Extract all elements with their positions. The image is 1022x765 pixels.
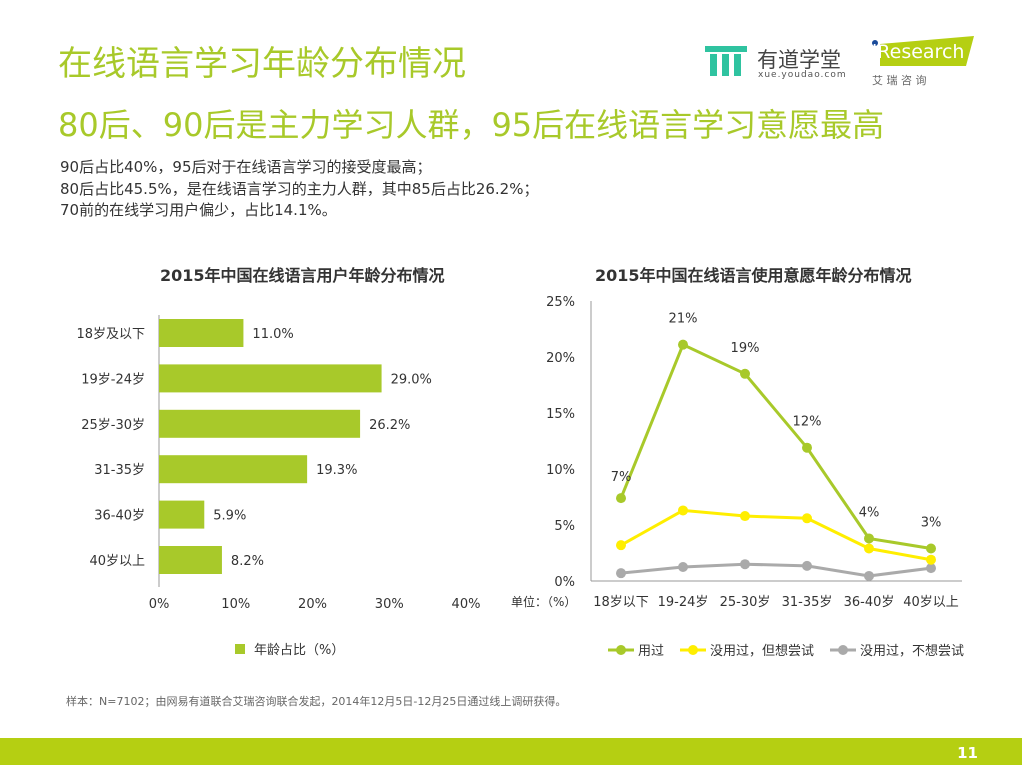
y-tick-label: 5% <box>554 519 575 534</box>
data-point <box>740 368 750 379</box>
data-point <box>616 540 626 551</box>
data-label: 11.0% <box>252 327 293 342</box>
data-point <box>678 505 688 516</box>
description-line: 80后占比45.5%，是在线语言学习的主力人群，其中85后占比26.2%； <box>60 180 539 198</box>
data-point <box>678 562 688 572</box>
data-label: 8.2% <box>231 554 264 569</box>
data-point <box>740 559 750 570</box>
data-point <box>802 513 812 524</box>
data-label: 12% <box>793 415 822 430</box>
legend-label: 用过 <box>638 644 664 659</box>
bar-chart: 18岁及以下 11.0% 19岁-24岁 29.0% 25岁-30岁 26.2% 31-35… <box>76 315 481 658</box>
data-label: 4% <box>859 505 880 520</box>
page-title: 在线语言学习年龄分布情况 <box>58 44 466 84</box>
data-point <box>864 533 874 544</box>
series-line <box>620 508 932 562</box>
y-tick-label: 20% <box>546 351 575 366</box>
x-tick-label: 40% <box>452 597 481 612</box>
data-point <box>678 339 688 350</box>
data-point <box>802 560 812 571</box>
x-tick-label: 25-30岁 <box>720 595 771 610</box>
unit-label: 单位：（%） <box>511 594 576 609</box>
y-tick-label: 10% <box>546 463 575 478</box>
data-label: 21% <box>669 312 698 327</box>
y-tick-label: 0% <box>554 575 575 590</box>
data-label: 5.9% <box>213 509 246 524</box>
line-chart: 0% 5% 10% 15% 20% 25% 18岁以下 19-24岁 25-30岁 31-35岁 3… <box>511 295 964 659</box>
data-point <box>740 511 750 522</box>
x-tick-label: 19-24岁 <box>658 595 709 610</box>
y-tick-label: 25% <box>546 295 575 310</box>
bar <box>159 500 205 529</box>
y-tick-label: 15% <box>546 407 575 422</box>
youdao-logo: 有道学堂 xue.youdao.com <box>705 46 846 80</box>
data-point <box>616 568 626 579</box>
bar <box>159 364 382 393</box>
category-label: 25岁-30岁 <box>81 418 145 433</box>
category-label: 31-35岁 <box>94 463 145 478</box>
legend-marker <box>838 645 848 655</box>
bar <box>159 319 244 347</box>
series-line <box>619 342 932 551</box>
page-subtitle: 80后、90后是主力学习人群，95后在线语言学习意愿最高 <box>58 106 885 144</box>
data-point <box>616 493 626 504</box>
youdao-url: xue.youdao.com <box>758 70 847 80</box>
category-label: 19岁-24岁 <box>81 372 145 387</box>
x-tick-label: 10% <box>221 597 250 612</box>
data-point <box>864 543 874 554</box>
legend-marker <box>616 645 626 655</box>
x-tick-label: 18岁以下 <box>593 595 649 610</box>
youdao-name: 有道学堂 <box>757 48 841 72</box>
x-tick-label: 0% <box>149 597 170 612</box>
legend-label: 没用过，但想尝试 <box>710 643 814 659</box>
x-tick-label: 36-40岁 <box>844 595 895 610</box>
data-label: 7% <box>611 470 632 485</box>
legend-marker <box>688 645 698 655</box>
bar <box>159 546 222 574</box>
x-tick-label: 30% <box>375 597 404 612</box>
x-tick-label: 31-35岁 <box>782 595 833 610</box>
data-label: 26.2% <box>369 418 410 433</box>
bar <box>159 455 308 484</box>
data-label: 3% <box>921 516 942 531</box>
source-note: 样本：N=7102；由网易有道联合艾瑞咨询联合发起，2014年12月5日-12月… <box>66 695 567 708</box>
description-line: 70前的在线学习用户偏少，占比14.1%。 <box>60 201 337 219</box>
category-label: 36-40岁 <box>94 509 145 524</box>
data-point <box>864 570 874 581</box>
youdao-pillar-icon <box>705 46 747 76</box>
data-point <box>926 543 936 554</box>
page-number: 11 <box>957 744 978 762</box>
legend-label: 年龄占比（%） <box>254 643 344 658</box>
x-tick-label: 20% <box>298 597 327 612</box>
bar <box>159 409 361 438</box>
data-label: 29.0% <box>391 372 432 387</box>
data-point <box>926 563 936 574</box>
data-label: 19% <box>731 341 760 356</box>
bar-chart-title: 2015年中国在线语言用户年龄分布情况 <box>160 266 445 285</box>
data-point <box>802 442 812 453</box>
iresearch-name: iResearch <box>872 41 965 63</box>
line-chart-title: 2015年中国在线语言使用意愿年龄分布情况 <box>595 266 912 285</box>
description-line: 90后占比40%，95后对于在线语言学习的接受度最高； <box>60 158 432 176</box>
x-tick-label: 40岁以上 <box>903 595 959 610</box>
legend-label: 没用过，不想尝试 <box>860 643 964 659</box>
category-label: 18岁及以下 <box>76 327 145 342</box>
iresearch-logo: iResearch 艾 瑞 咨 询 <box>870 36 975 87</box>
iresearch-cn: 艾 瑞 咨 询 <box>872 74 927 87</box>
category-label: 40岁以上 <box>89 554 145 569</box>
series-line <box>620 562 932 578</box>
legend-swatch <box>235 644 245 654</box>
footer-bar <box>0 738 1022 765</box>
data-point <box>926 554 936 565</box>
data-label: 19.3% <box>316 463 357 478</box>
